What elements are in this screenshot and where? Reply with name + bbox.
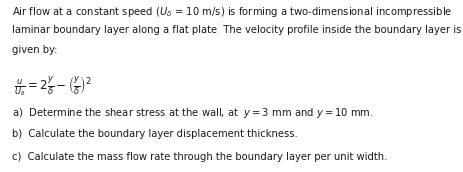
Text: Air flow at a constant speed ($U_\delta$ = 10 m/s) is forming a two-dimensional : Air flow at a constant speed ($U_\delta$…	[12, 5, 452, 19]
Text: b)  Calculate the boundary layer displacement thickness.: b) Calculate the boundary layer displace…	[12, 129, 297, 139]
Text: c)  Calculate the mass flow rate through the boundary layer per unit width.: c) Calculate the mass flow rate through …	[12, 152, 387, 162]
Text: a)  Determine the shear stress at the wall, at  $y = 3$ mm and $y = 10$ mm.: a) Determine the shear stress at the wal…	[12, 106, 374, 120]
Text: laminar boundary layer along a flat plate  The velocity profile inside the bound: laminar boundary layer along a flat plat…	[12, 25, 461, 35]
Text: given by:: given by:	[12, 45, 57, 55]
Text: $\frac{u}{U_\delta} = 2\frac{y}{\delta} - \left(\frac{y}{\delta}\right)^2$: $\frac{u}{U_\delta} = 2\frac{y}{\delta} …	[14, 75, 92, 98]
